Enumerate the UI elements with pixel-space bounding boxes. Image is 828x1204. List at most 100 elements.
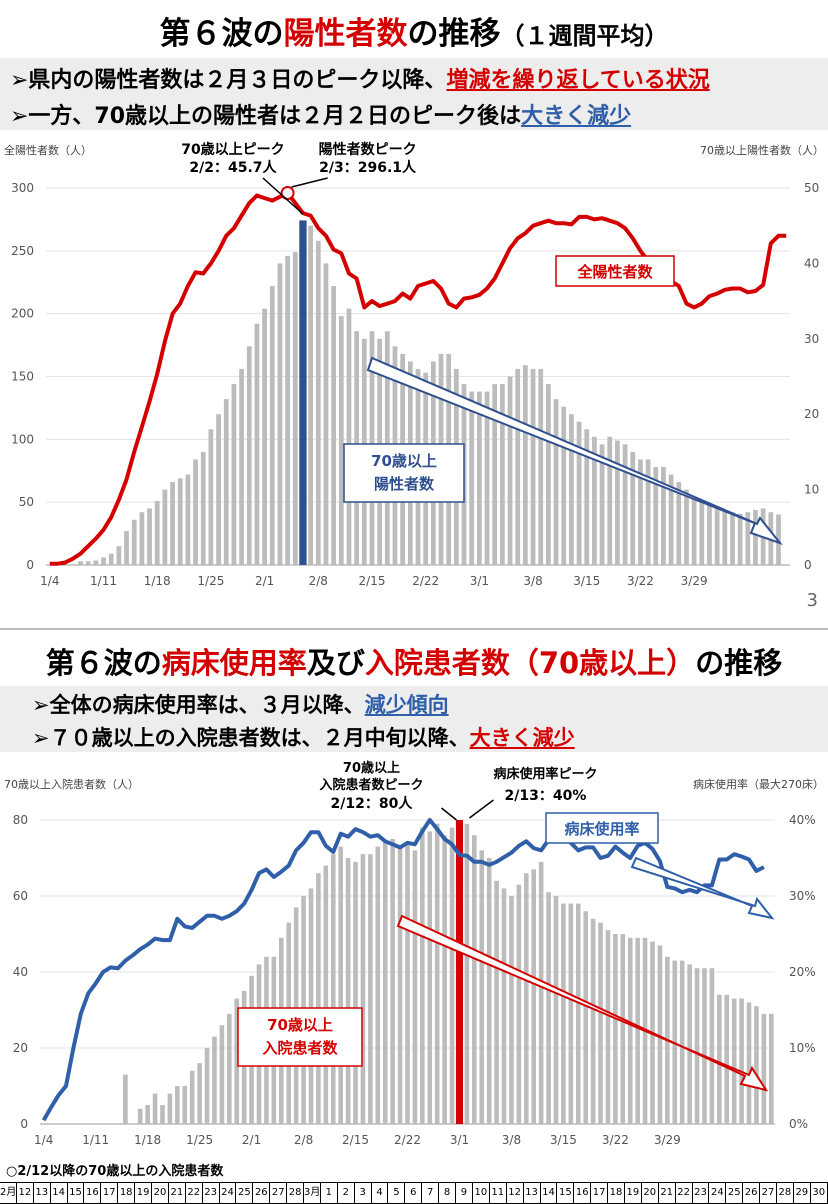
- line-peak-marker: [280, 186, 295, 201]
- bar: [269, 286, 275, 565]
- footer-date-cell: 22: [186, 1183, 203, 1203]
- bar: [546, 384, 551, 565]
- bar: [515, 368, 521, 565]
- x-tick-label: 2/22: [394, 1133, 421, 1147]
- bar-trend-arrow: [396, 914, 769, 1092]
- footer-date-cell: 19: [135, 1183, 153, 1203]
- bar: [405, 842, 410, 1124]
- bar: [676, 482, 682, 565]
- bar: [434, 823, 440, 1124]
- y-tick-label: 40: [13, 965, 28, 979]
- peak-bar-pointer: [441, 807, 457, 821]
- series-line: [41, 818, 765, 1122]
- bar: [204, 1048, 210, 1124]
- footer-date-cell: 4: [372, 1183, 389, 1203]
- bullet-2: ➢７０歳以上の入院患者数は、２月中旬以降、大きく減少: [32, 722, 828, 752]
- bar: [216, 414, 221, 565]
- bar: [717, 994, 722, 1124]
- bar: [277, 263, 283, 565]
- positive-cases-chart: 0 50 100 150 200 250 300 0 10 20 30 40 50 全陽性者数（人） 70歳…: [4, 141, 824, 588]
- bar: [108, 553, 114, 565]
- footer-date-cell: 25: [726, 1183, 744, 1203]
- x-tick-label: 3/15: [550, 1133, 577, 1147]
- bar: [412, 850, 418, 1124]
- slide1-title: 第６波の陽性者数の推移（１週間平均）: [0, 8, 828, 53]
- footer-date-cell: 17: [101, 1183, 119, 1203]
- footer-date-cell: 30: [811, 1183, 828, 1203]
- bed-occupancy-chart: 0 20 40 60 80 0% 10% 20% 30% 40% 70歳以上入院患者数（人） 病床使用…: [4, 760, 824, 1147]
- bar: [523, 873, 529, 1124]
- footer-date-cell: 12: [507, 1183, 524, 1203]
- bar: [546, 892, 551, 1124]
- bar: [661, 466, 666, 565]
- peak-line-label: 2/13：40%: [505, 788, 587, 804]
- bar: [345, 858, 351, 1124]
- x-tick-label: 1/25: [186, 1133, 213, 1147]
- y-tick-label: 300: [11, 181, 34, 195]
- x-tick-label: 3/8: [502, 1133, 521, 1147]
- line-label: 全陽性者数: [576, 263, 653, 281]
- bar: [200, 451, 206, 565]
- bar: [768, 1013, 774, 1124]
- bar: [714, 508, 720, 565]
- slide-bed-occupancy: 第６波の病床使用率及び入院患者数（70歳以上）の推移 ➢全体の病床使用率は、３月…: [0, 628, 828, 1204]
- bullet-1: ➢全体の病床使用率は、３月以降、減少傾向: [32, 689, 828, 719]
- bar: [576, 421, 582, 565]
- bar: [620, 934, 626, 1124]
- bar: [285, 255, 290, 566]
- bar: [124, 531, 129, 565]
- y-tick-label: 100: [11, 432, 34, 446]
- peak-bar: [299, 220, 307, 565]
- y2-axis-label: 病床使用率（最大270床）: [693, 777, 824, 791]
- bar: [197, 1063, 202, 1124]
- bar: [492, 384, 498, 565]
- bar: [123, 1074, 128, 1124]
- bar: [679, 960, 685, 1124]
- y-tick-label: 20: [13, 1041, 28, 1055]
- bullet-2: ➢一方、70歳以上の陽性者は２月２日のピーク後は大きく減少: [10, 98, 828, 130]
- bar: [507, 376, 513, 565]
- bar: [93, 560, 99, 565]
- peak-bar: [455, 820, 463, 1124]
- bar: [246, 346, 252, 565]
- title-highlight: 病床使用率: [161, 646, 307, 680]
- bar: [746, 1002, 752, 1124]
- bar: [553, 896, 559, 1124]
- footer-date-cell: 23: [203, 1183, 220, 1203]
- bar: [390, 839, 395, 1124]
- bar: [368, 854, 373, 1124]
- peak-bar-label: 2/2：45.7人: [189, 159, 277, 176]
- bar: [175, 1086, 180, 1124]
- page-number: 3: [806, 590, 818, 611]
- y2-tick-label: 40%: [789, 813, 816, 827]
- bar-label-box: [237, 1007, 363, 1067]
- bar-label: 陽性者数: [374, 475, 435, 493]
- bar: [530, 368, 536, 565]
- x-tick-label: 3/22: [627, 574, 654, 588]
- bar: [254, 323, 260, 565]
- x-tick-label: 3/22: [602, 1133, 629, 1147]
- line-trend-arrow: [630, 856, 775, 920]
- y2-tick-label: 0: [804, 558, 812, 572]
- footer-date-cell: 21: [169, 1183, 186, 1203]
- bar: [464, 823, 470, 1124]
- bar: [702, 968, 707, 1124]
- bar: [212, 1036, 217, 1124]
- bullet-text: ➢７０歳以上の入院患者数は、２月中旬以降、: [32, 726, 470, 750]
- bar: [223, 399, 229, 565]
- footer-date-cell: 25: [236, 1183, 254, 1203]
- bullet-text: ➢全体の病床使用率は、３月以降、: [32, 693, 365, 717]
- x-tick-label: 3/29: [654, 1133, 681, 1147]
- peak-bar-label: 2/12：80人: [331, 795, 414, 812]
- bar: [622, 444, 628, 565]
- x-tick-label: 1/11: [90, 574, 117, 588]
- peak-line-label: 2/3：296.1人: [319, 159, 417, 176]
- bar: [476, 391, 482, 565]
- y-tick-label: 80: [13, 813, 28, 827]
- y2-tick-label: 30%: [789, 889, 816, 903]
- footer-date-cell: 22: [676, 1183, 693, 1203]
- footer-date-cell: 26: [253, 1183, 271, 1203]
- bar: [170, 482, 175, 565]
- bar: [569, 414, 574, 565]
- bar: [292, 252, 298, 565]
